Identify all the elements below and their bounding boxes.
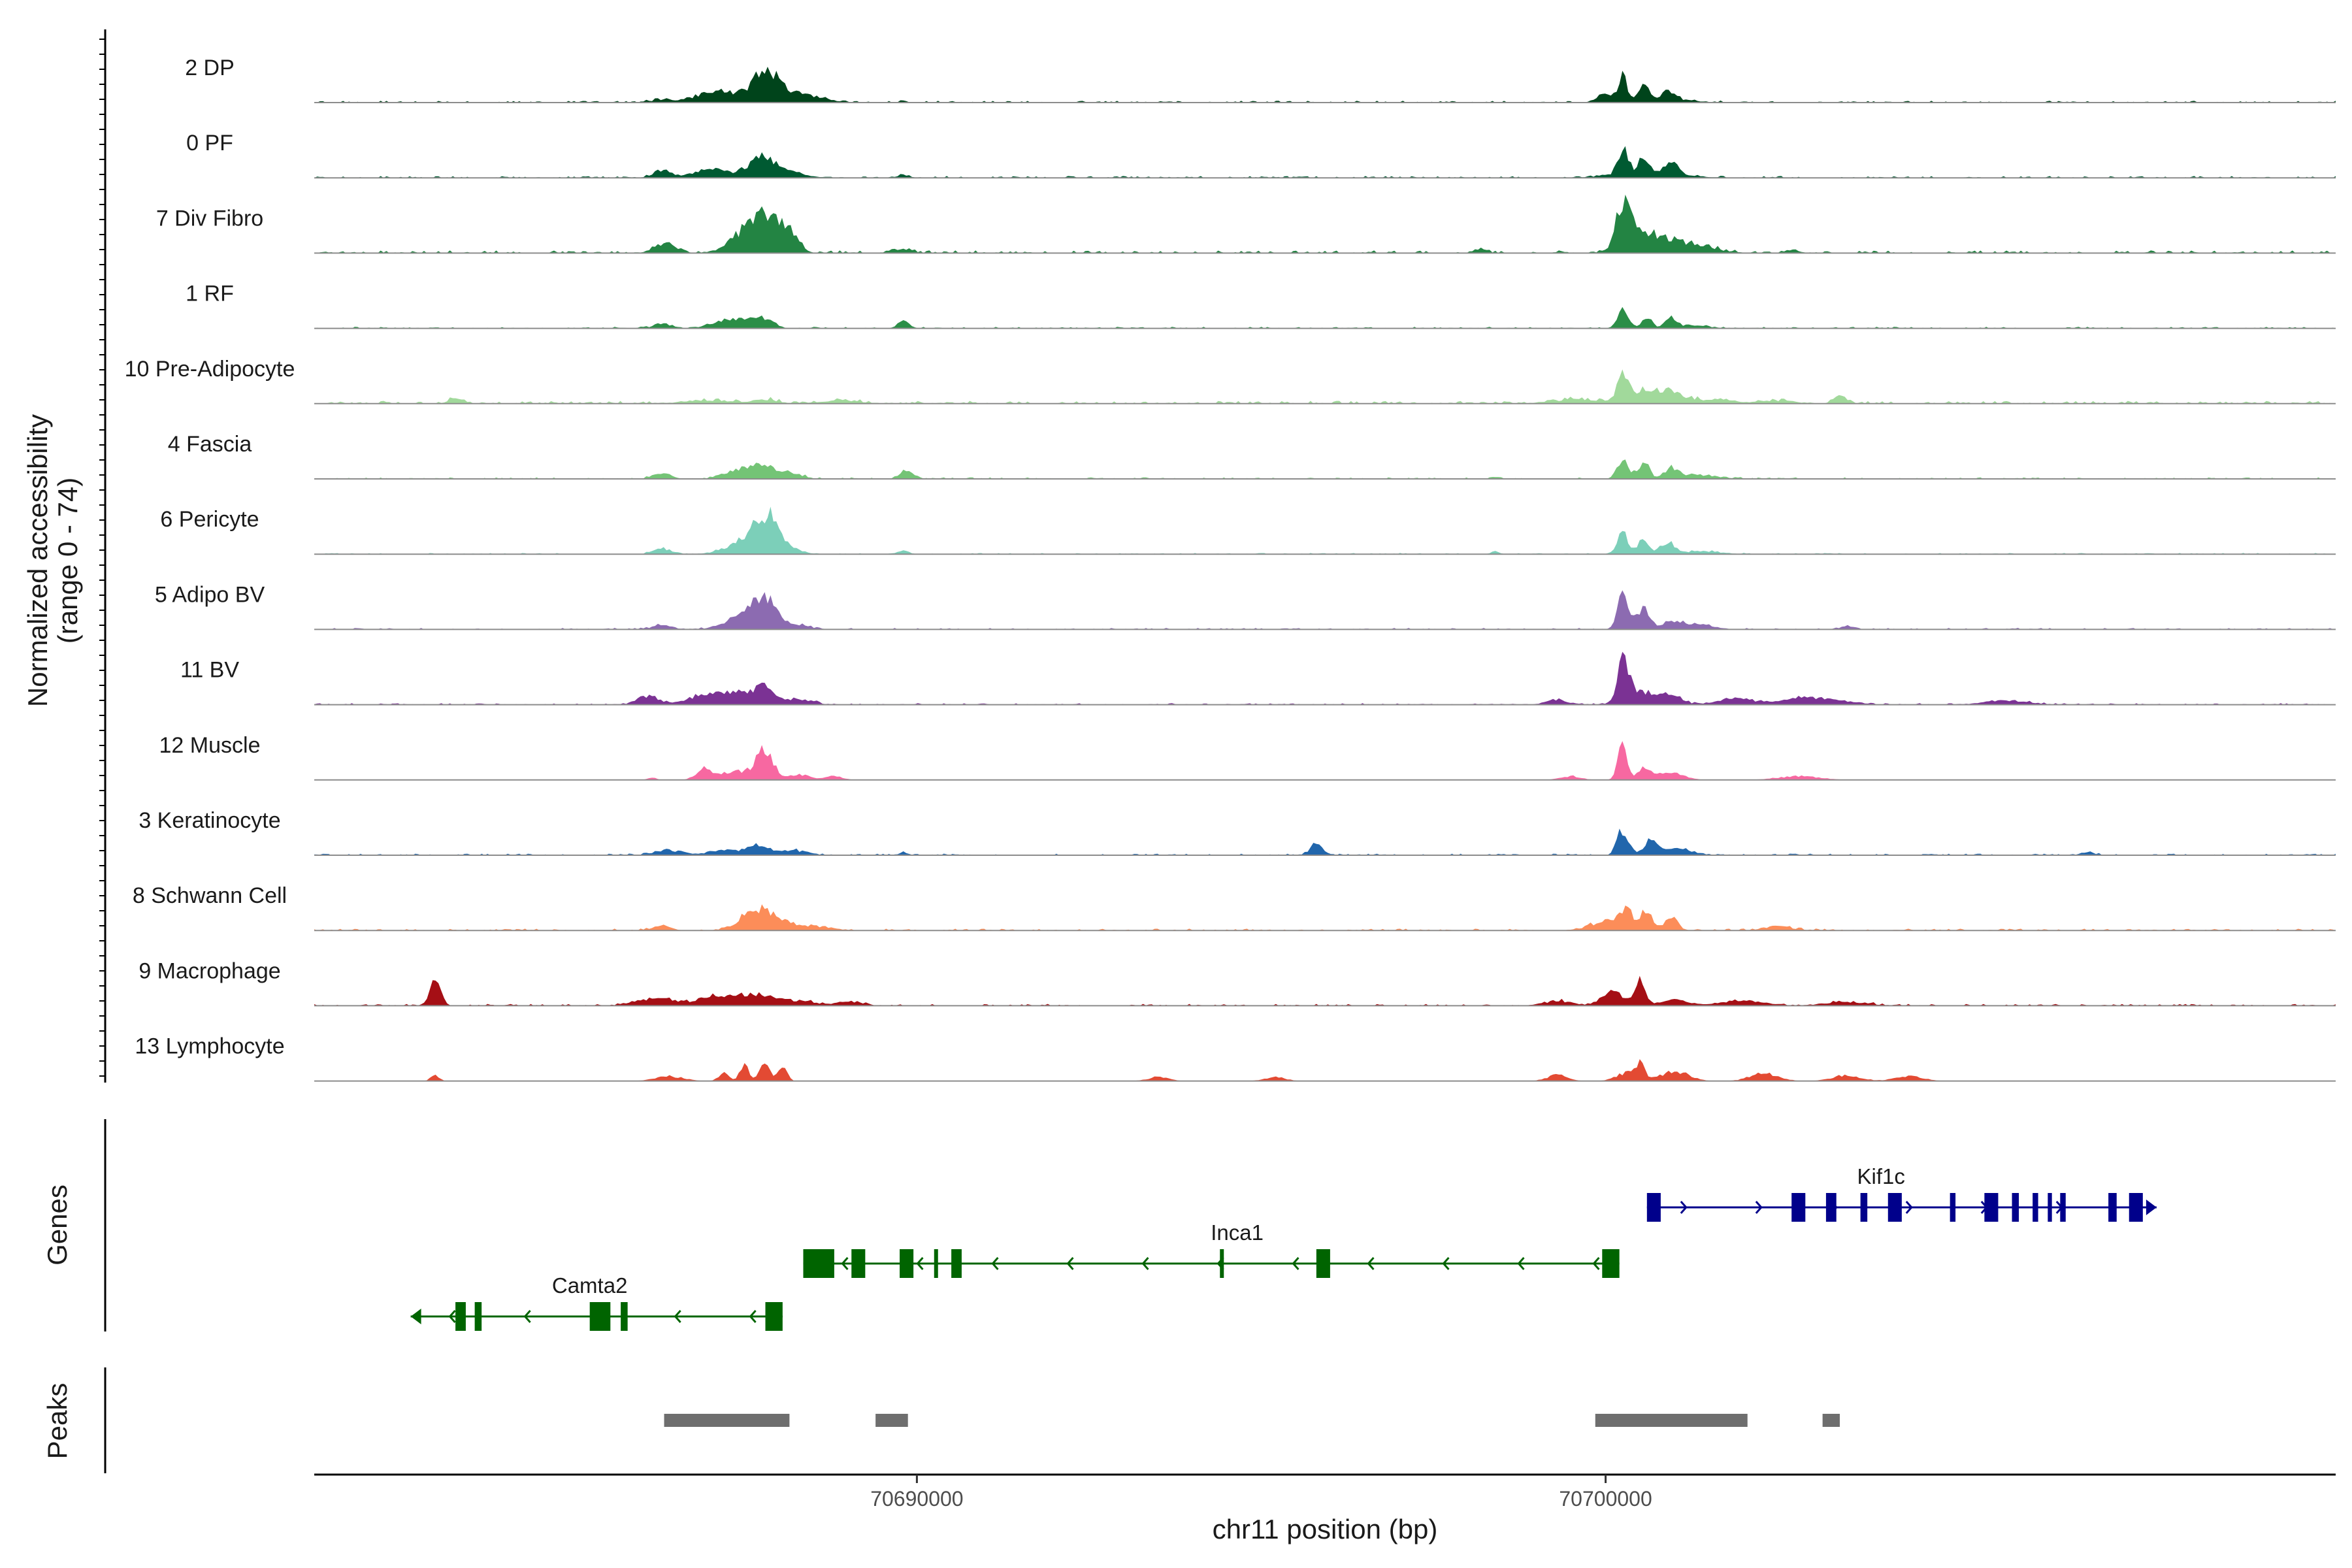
strand-chevron bbox=[1517, 1257, 1525, 1270]
exon-block bbox=[2033, 1193, 2038, 1222]
track-label: 11 BV bbox=[180, 658, 239, 683]
track-labels: 2 DP 0 PF 7 Div Fibro 1 RF 10 Pre-Adipocyte 4… bbox=[125, 56, 295, 1059]
strand-chevron bbox=[1442, 1257, 1450, 1270]
strand-chevron bbox=[1592, 1257, 1600, 1270]
exon-block bbox=[2108, 1193, 2117, 1222]
track-label: 3 Keratinocyte bbox=[139, 808, 280, 833]
strand-chevron bbox=[1680, 1201, 1688, 1214]
strand-chevron bbox=[1066, 1257, 1074, 1270]
track-label: 9 Macrophage bbox=[139, 958, 280, 983]
gene-annotations: Kif1c Inca1 Camta2 bbox=[410, 1164, 2157, 1331]
track-label: 12 Muscle bbox=[159, 733, 261, 758]
coverage-area-4 bbox=[314, 306, 2336, 329]
strand-chevron bbox=[674, 1310, 681, 1323]
strand-chevron bbox=[1755, 1201, 1763, 1214]
track-label: 0 PF bbox=[186, 131, 233, 155]
exon-block bbox=[621, 1302, 628, 1331]
peak-region-bar bbox=[1822, 1414, 1840, 1427]
coverage-area-5 bbox=[314, 369, 2336, 404]
strand-chevron bbox=[1905, 1201, 1913, 1214]
strand-chevron bbox=[916, 1257, 924, 1270]
coverage-tracks bbox=[314, 67, 2336, 1082]
exon-block bbox=[2060, 1193, 2066, 1222]
exon-block bbox=[474, 1302, 482, 1331]
exon-block bbox=[2048, 1193, 2052, 1222]
exon-block bbox=[1950, 1193, 1956, 1222]
exon-block bbox=[2129, 1193, 2143, 1222]
coverage-area-13 bbox=[314, 975, 2336, 1006]
exon-block bbox=[934, 1249, 938, 1278]
exon-block bbox=[900, 1249, 914, 1278]
y-axis-title: Normalized accessibility bbox=[22, 414, 53, 707]
track-label: 2 DP bbox=[185, 56, 235, 80]
peaks-panel-label: Peaks bbox=[42, 1383, 73, 1460]
coverage-area-2 bbox=[314, 146, 2336, 178]
strand-chevron bbox=[1292, 1257, 1299, 1270]
exon-block bbox=[1825, 1193, 1837, 1222]
coverage-area-7 bbox=[314, 506, 2336, 555]
gene-name-label: Inca1 bbox=[1211, 1220, 1264, 1245]
track-label: 6 Pericyte bbox=[160, 507, 259, 532]
exon-block bbox=[1791, 1193, 1806, 1222]
exon-block bbox=[2012, 1193, 2019, 1222]
exon-block bbox=[1316, 1249, 1330, 1278]
track-label: 7 Div Fibro bbox=[156, 206, 263, 231]
accessibility-y-axis-ticks bbox=[99, 39, 105, 1077]
peak-region-bar bbox=[1595, 1414, 1748, 1427]
exon-block bbox=[1887, 1193, 1902, 1222]
exon-block bbox=[851, 1249, 866, 1278]
strand-chevron bbox=[841, 1257, 849, 1270]
track-label: 1 RF bbox=[186, 282, 234, 306]
exon-block bbox=[455, 1302, 466, 1331]
strand-chevron bbox=[1367, 1257, 1375, 1270]
peak-region-bar bbox=[664, 1414, 790, 1427]
exon-block bbox=[1860, 1193, 1868, 1222]
x-tick-label: 70700000 bbox=[1559, 1487, 1652, 1511]
coverage-area-6 bbox=[314, 459, 2336, 479]
strand-chevron bbox=[523, 1310, 531, 1323]
y-axis-range-label: (range 0 - 74) bbox=[52, 478, 83, 644]
coverage-area-11 bbox=[314, 828, 2336, 855]
track-label: 5 Adipo BV bbox=[155, 582, 265, 607]
exon-block bbox=[803, 1249, 834, 1278]
track-label: 4 Fascia bbox=[168, 432, 252, 457]
exon-block bbox=[1984, 1193, 1999, 1222]
strand-chevron bbox=[991, 1257, 999, 1270]
coverage-area-14 bbox=[314, 1059, 2336, 1081]
exon-block bbox=[1646, 1193, 1661, 1222]
peak-regions bbox=[664, 1414, 1840, 1427]
strand-chevron bbox=[1141, 1257, 1149, 1270]
strand-chevron bbox=[448, 1310, 456, 1323]
coverage-area-1 bbox=[314, 67, 2336, 103]
gene-name-label: Kif1c bbox=[1857, 1164, 1905, 1188]
track-label: 10 Pre-Adipocyte bbox=[125, 357, 295, 382]
gene-end-arrow bbox=[2146, 1200, 2157, 1215]
coverage-area-10 bbox=[314, 741, 2336, 780]
gene-end-arrow bbox=[410, 1309, 421, 1324]
strand-chevron bbox=[749, 1310, 757, 1323]
coverage-area-3 bbox=[314, 194, 2336, 253]
x-tick-label: 70690000 bbox=[870, 1487, 963, 1511]
coverage-area-9 bbox=[314, 651, 2336, 705]
genes-panel-label: Genes bbox=[42, 1184, 73, 1266]
track-label: 13 Lymphocyte bbox=[135, 1034, 284, 1059]
coverage-area-8 bbox=[314, 590, 2336, 630]
gene-name-label: Camta2 bbox=[552, 1273, 628, 1298]
coverage-area-12 bbox=[314, 904, 2336, 931]
peak-region-bar bbox=[875, 1414, 908, 1427]
exon-block bbox=[1220, 1249, 1224, 1278]
exon-block bbox=[765, 1302, 783, 1331]
x-axis-title: chr11 position (bp) bbox=[1213, 1514, 1438, 1544]
exon-block bbox=[951, 1249, 962, 1278]
track-label: 8 Schwann Cell bbox=[133, 883, 287, 908]
exon-block bbox=[1602, 1249, 1620, 1278]
x-axis-ticks: 70690000 70700000 bbox=[870, 1475, 1652, 1511]
exon-block bbox=[589, 1302, 611, 1331]
